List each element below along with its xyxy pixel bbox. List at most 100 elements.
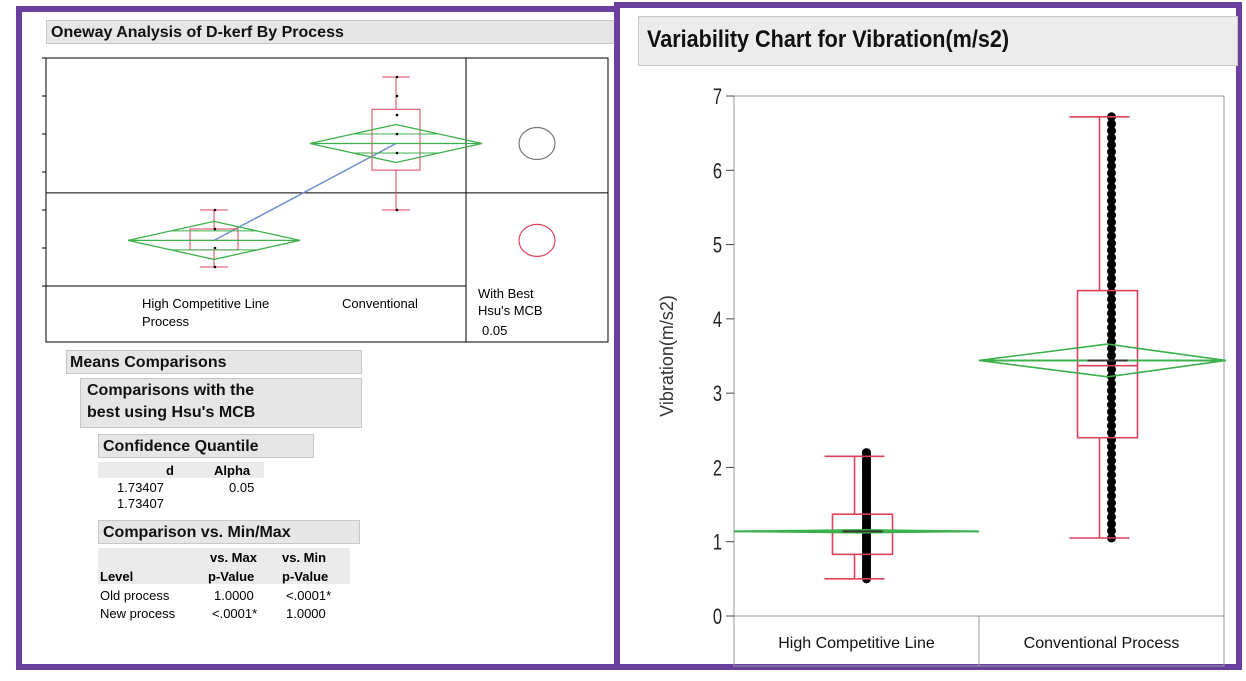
mcb-label-line: Hsu's MCB bbox=[478, 303, 543, 318]
data-point bbox=[1107, 407, 1116, 417]
data-point bbox=[1107, 386, 1116, 396]
data-point bbox=[1107, 231, 1116, 241]
box bbox=[371, 108, 421, 171]
data-point bbox=[1107, 428, 1116, 438]
data-point bbox=[1107, 189, 1116, 199]
data-point bbox=[1107, 414, 1116, 424]
hsu-title-line2: best using Hsu's MCB bbox=[87, 404, 256, 421]
variability-chart: 0 1 2 3 4 5 6 7 Vibration(m/s2) High Competitive … bbox=[657, 85, 1227, 667]
cmp-row2-min: 1.0000 bbox=[286, 606, 326, 621]
data-point bbox=[1107, 119, 1116, 129]
data-point bbox=[1107, 484, 1116, 494]
mcb-label-line: 0.05 bbox=[482, 323, 507, 338]
data-point bbox=[395, 94, 399, 98]
data-point bbox=[1107, 266, 1116, 276]
data-point bbox=[1107, 442, 1116, 452]
left-panel: Oneway Analysis of D-kerf By Process 246… bbox=[16, 6, 620, 670]
data-point bbox=[1107, 519, 1116, 529]
data-point bbox=[1107, 343, 1116, 353]
cmp-head-min-2: p-Value bbox=[282, 569, 329, 584]
data-point bbox=[395, 132, 399, 136]
data-point bbox=[1107, 280, 1116, 290]
hsu-title-line1: Comparisons with the bbox=[87, 382, 255, 399]
x-label-line: Conventional bbox=[342, 296, 418, 311]
data-point bbox=[395, 75, 399, 79]
cmp-row2-max: <.0001* bbox=[212, 606, 258, 621]
y-tick-label: 0 bbox=[713, 605, 722, 630]
data-point bbox=[1107, 161, 1116, 171]
data-point bbox=[213, 208, 217, 212]
data-point bbox=[1107, 329, 1116, 339]
data-point bbox=[1107, 379, 1116, 389]
data-point bbox=[213, 246, 217, 250]
data-point bbox=[1107, 259, 1116, 269]
data-point bbox=[1107, 140, 1116, 150]
data-point bbox=[1107, 449, 1116, 459]
data-point bbox=[395, 113, 399, 117]
y-tick-label: 5 bbox=[713, 233, 722, 258]
data-point bbox=[1107, 294, 1116, 304]
data-point bbox=[1107, 203, 1116, 213]
y-tick-label: 4 bbox=[713, 308, 722, 333]
hsu-header: Comparisons with the best using Hsu's MC… bbox=[80, 378, 362, 428]
data-point bbox=[1107, 512, 1116, 522]
cmp-head-max-2: p-Value bbox=[208, 569, 255, 584]
means-line bbox=[213, 142, 397, 242]
data-point bbox=[1107, 175, 1116, 185]
data-point bbox=[1107, 498, 1116, 508]
data-point bbox=[1107, 470, 1116, 480]
data-point bbox=[1107, 217, 1116, 227]
data-point bbox=[1107, 421, 1116, 431]
right-panel: Variability Chart for Vibration(m/s2) 0 1… bbox=[614, 2, 1242, 670]
data-point bbox=[1107, 252, 1116, 262]
x-label-line: High Competitive Line bbox=[142, 296, 269, 311]
cq-col-alpha: Alpha bbox=[214, 463, 251, 478]
data-point bbox=[1107, 365, 1116, 375]
cmp-head-level: Level bbox=[100, 569, 134, 584]
oneway-chart: 2468101214D-kerfHigh Competitive LinePro… bbox=[42, 57, 609, 343]
data-point bbox=[1107, 491, 1116, 501]
cq-row2-d: 1.73407 bbox=[117, 496, 164, 511]
x-tick-label: Conventional Process bbox=[1024, 635, 1180, 652]
y-tick-label: 3 bbox=[713, 382, 722, 407]
comparison-colhead bbox=[98, 548, 350, 584]
means-comparisons-title: Means Comparisons bbox=[70, 354, 227, 371]
data-point bbox=[1107, 350, 1116, 360]
data-point bbox=[1107, 526, 1116, 536]
oneway-title: Oneway Analysis of D-kerf By Process bbox=[51, 24, 344, 41]
data-point bbox=[1107, 147, 1116, 157]
y-axis-label: Vibration(m/s2) bbox=[657, 295, 677, 417]
y-tick-label: 2 bbox=[713, 456, 722, 481]
data-point bbox=[1107, 224, 1116, 234]
data-point bbox=[1107, 126, 1116, 136]
data-point bbox=[1107, 505, 1116, 515]
mcb-circle bbox=[518, 126, 556, 161]
cmp-head-max-1: vs. Max bbox=[210, 550, 257, 565]
plot-frame bbox=[45, 57, 609, 343]
data-point bbox=[395, 151, 399, 155]
data-point bbox=[1107, 322, 1116, 332]
y-tick-label: 6 bbox=[713, 159, 722, 184]
plot-frame bbox=[733, 95, 1225, 617]
cmp-row2-level: New process bbox=[100, 606, 176, 621]
cq-row1-alpha: 0.05 bbox=[229, 480, 255, 495]
data-point bbox=[1107, 463, 1116, 473]
cq-col-d: d bbox=[166, 463, 174, 478]
data-point bbox=[1107, 210, 1116, 220]
box bbox=[1076, 289, 1139, 439]
data-point bbox=[1107, 456, 1116, 466]
data-point bbox=[1107, 315, 1116, 325]
data-point bbox=[1107, 182, 1116, 192]
x-tick-label: High Competitive Line bbox=[778, 635, 935, 652]
data-point bbox=[1107, 273, 1116, 283]
data-point bbox=[1107, 245, 1116, 255]
cmp-row1-max: 1.0000 bbox=[214, 588, 254, 603]
data-point bbox=[1107, 400, 1116, 410]
data-point bbox=[1107, 196, 1116, 206]
data-point bbox=[1107, 477, 1116, 487]
data-point bbox=[862, 448, 871, 458]
cmp-head-min-1: vs. Min bbox=[282, 550, 327, 565]
x-label-line: Process bbox=[142, 314, 189, 329]
cq-row1-d: 1.73407 bbox=[117, 480, 164, 495]
mcb-circle bbox=[518, 223, 556, 257]
